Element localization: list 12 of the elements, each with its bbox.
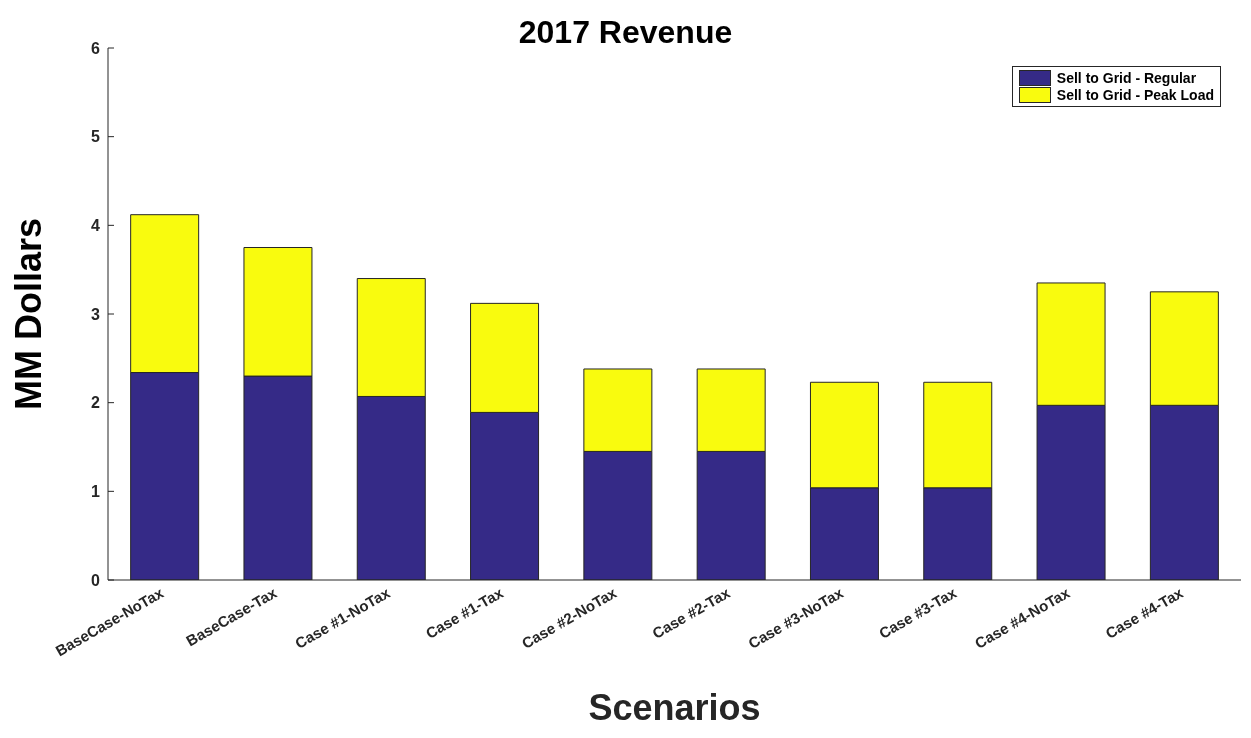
y-tick-label: 1 — [91, 483, 101, 501]
y-tick-label: 6 — [91, 39, 101, 57]
legend-label: Sell to Grid - Regular — [1055, 70, 1198, 86]
legend-label: Sell to Grid - Peak Load — [1055, 87, 1214, 103]
y-tick-label: 4 — [91, 217, 101, 235]
y-tick-label: 5 — [91, 128, 101, 146]
y-tick-label: 0 — [91, 571, 101, 589]
y-tick-label: 2 — [91, 394, 101, 412]
y-axis-title: MM Dollars — [7, 217, 49, 411]
x-axis-title: Scenarios — [588, 687, 761, 728]
y-tick-label: 3 — [91, 305, 101, 323]
chart-title: 2017 Revenue — [518, 14, 733, 50]
